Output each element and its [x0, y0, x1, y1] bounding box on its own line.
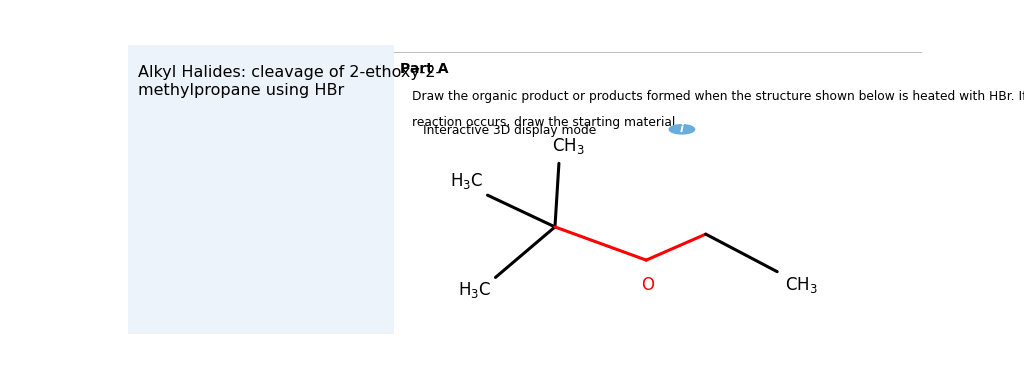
Text: $\mathregular{O}$: $\mathregular{O}$ — [641, 276, 655, 294]
Text: i: i — [680, 124, 684, 134]
Text: reaction occurs, draw the starting material.: reaction occurs, draw the starting mater… — [412, 116, 679, 129]
FancyBboxPatch shape — [128, 45, 394, 334]
Text: $\mathregular{H_3C}$: $\mathregular{H_3C}$ — [459, 280, 492, 300]
Text: Alkyl Halides: cleavage of 2-ethoxy-2-
methylpropane using HBr: Alkyl Halides: cleavage of 2-ethoxy-2- m… — [137, 65, 440, 98]
Text: Draw the organic product or products formed when the structure shown below is he: Draw the organic product or products for… — [412, 90, 1024, 103]
Text: Interactive 3D display mode: Interactive 3D display mode — [423, 124, 596, 137]
Circle shape — [670, 125, 694, 134]
Text: $\mathregular{CH_3}$: $\mathregular{CH_3}$ — [552, 136, 585, 156]
FancyBboxPatch shape — [394, 45, 922, 334]
Text: $\mathregular{H_3C}$: $\mathregular{H_3C}$ — [451, 171, 483, 191]
Text: $\mathregular{CH_3}$: $\mathregular{CH_3}$ — [785, 274, 818, 294]
Text: Part A: Part A — [400, 62, 449, 76]
